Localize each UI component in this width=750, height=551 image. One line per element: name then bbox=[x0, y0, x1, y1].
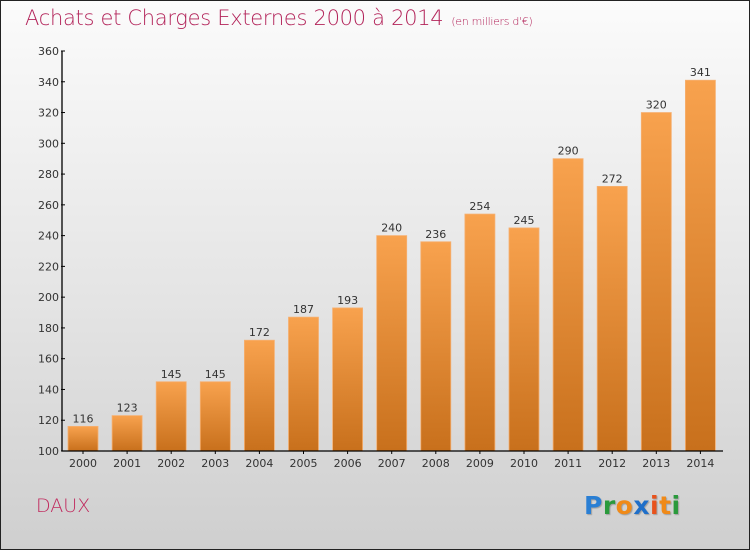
bar-2009 bbox=[464, 213, 496, 452]
value-label-2012: 272 bbox=[602, 172, 623, 185]
bar-2011 bbox=[552, 158, 584, 452]
value-label-2000: 116 bbox=[73, 412, 94, 425]
x-tick-label: 2006 bbox=[334, 457, 362, 470]
value-label-2013: 320 bbox=[646, 99, 667, 112]
x-tick-label: 2000 bbox=[69, 457, 97, 470]
x-tick-label: 2004 bbox=[245, 457, 273, 470]
value-label-2009: 254 bbox=[469, 200, 490, 213]
value-label-2004: 172 bbox=[249, 326, 270, 339]
bar-2006 bbox=[332, 307, 364, 452]
y-tick-label: 300 bbox=[38, 137, 59, 150]
y-tick-label: 360 bbox=[38, 45, 59, 58]
y-tick-label: 160 bbox=[38, 353, 59, 366]
bars: 116 123 145 145 172 187 193 240 236 254 245 290 272 3… bbox=[67, 66, 716, 452]
value-label-2006: 193 bbox=[337, 294, 358, 307]
value-label-2011: 290 bbox=[558, 145, 579, 158]
bar-2005 bbox=[288, 316, 319, 452]
y-tick-label: 260 bbox=[38, 199, 59, 212]
x-tick-label: 2013 bbox=[642, 457, 670, 470]
y-tick-label: 100 bbox=[38, 445, 59, 458]
y-axis: 100 120 140 160 180 200 220 240 260 280 300 320 340 3… bbox=[38, 45, 65, 458]
proxiti-logo: Proxiti bbox=[584, 491, 681, 520]
x-tick-label: 2011 bbox=[554, 457, 582, 470]
bar-2000 bbox=[67, 425, 99, 452]
bar-2002 bbox=[155, 381, 187, 452]
logo-letter: t bbox=[659, 491, 672, 520]
value-label-2003: 145 bbox=[205, 368, 226, 381]
logo-letter: o bbox=[615, 491, 634, 520]
bar-2007 bbox=[376, 235, 408, 452]
value-label-2007: 240 bbox=[381, 222, 402, 235]
value-label-2010: 245 bbox=[514, 214, 535, 227]
logo-letter: x bbox=[633, 491, 650, 520]
bar-2014 bbox=[685, 79, 716, 452]
place-name: DAUX bbox=[36, 495, 91, 517]
bar-2010 bbox=[508, 227, 540, 452]
title-unit: (en milliers d'€) bbox=[451, 15, 533, 28]
x-tick-label: 2008 bbox=[422, 457, 450, 470]
bar-2013 bbox=[640, 112, 672, 452]
x-tick-label: 2003 bbox=[201, 457, 229, 470]
y-tick-label: 340 bbox=[38, 76, 59, 89]
bar-2001 bbox=[111, 415, 143, 452]
x-tick-label: 2007 bbox=[378, 457, 406, 470]
x-tick-label: 2009 bbox=[466, 457, 494, 470]
y-tick-label: 120 bbox=[38, 414, 59, 427]
x-tick-label: 2002 bbox=[157, 457, 185, 470]
value-label-2005: 187 bbox=[293, 303, 314, 316]
logo-letter: i bbox=[650, 491, 660, 520]
bar-2012 bbox=[596, 185, 628, 452]
y-tick-label: 280 bbox=[38, 168, 59, 181]
value-label-2002: 145 bbox=[161, 368, 182, 381]
bar-2004 bbox=[243, 339, 275, 452]
bar-2008 bbox=[420, 241, 452, 452]
value-label-2001: 123 bbox=[117, 402, 138, 415]
y-tick-label: 220 bbox=[38, 260, 59, 273]
y-tick-label: 140 bbox=[38, 383, 59, 396]
y-tick-label: 200 bbox=[38, 291, 59, 304]
title-text: Achats et Charges Externes 2000 à 2014 bbox=[25, 6, 444, 30]
logo-letter: i bbox=[671, 491, 681, 520]
x-tick-label: 2001 bbox=[113, 457, 141, 470]
x-tick-label: 2014 bbox=[686, 457, 714, 470]
value-label-2008: 236 bbox=[425, 228, 446, 241]
logo-letter: P bbox=[584, 491, 603, 520]
chart-title: Achats et Charges Externes 2000 à 2014 (e… bbox=[25, 6, 533, 30]
logo-letter: r bbox=[602, 491, 616, 520]
y-tick-label: 180 bbox=[38, 322, 59, 335]
value-label-2014: 341 bbox=[690, 66, 711, 79]
x-axis: 2000 2001 2002 2003 2004 2005 2006 2007 2008 2009… bbox=[62, 450, 723, 470]
x-tick-label: 2012 bbox=[598, 457, 626, 470]
bar-2003 bbox=[199, 381, 231, 452]
y-tick-label: 320 bbox=[38, 107, 59, 120]
x-tick-label: 2005 bbox=[290, 457, 318, 470]
y-tick-label: 240 bbox=[38, 230, 59, 243]
x-tick-label: 2010 bbox=[510, 457, 538, 470]
